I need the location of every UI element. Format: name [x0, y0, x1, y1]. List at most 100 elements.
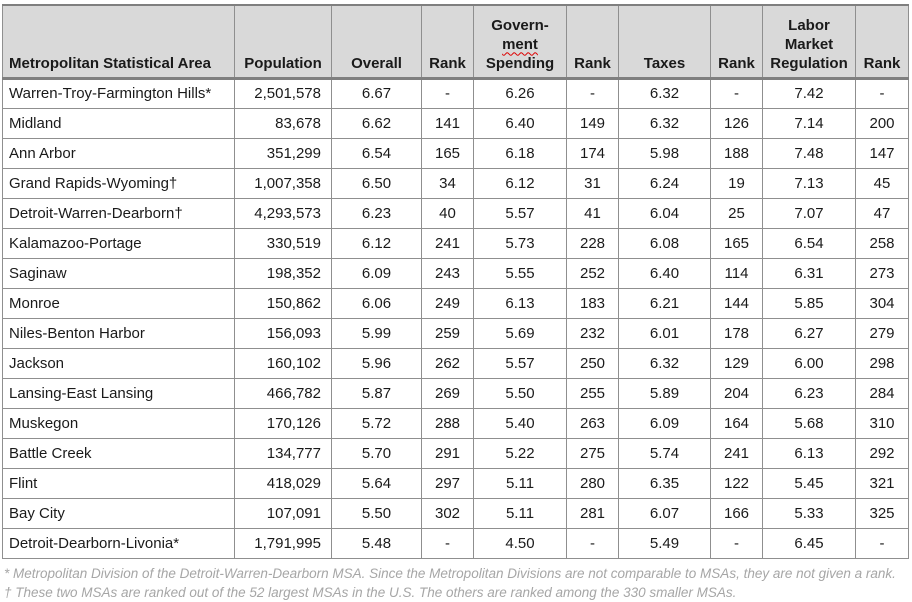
cell-overall-rank: 288: [421, 407, 474, 439]
cell-gov-spending-score: 6.40: [473, 107, 567, 139]
cell-gov-spending-score: 5.73: [473, 227, 567, 259]
cell-gov-spending-rank: 255: [566, 377, 619, 409]
cell-labor-regulation-rank: 147: [855, 137, 909, 169]
cell-taxes-score: 6.21: [618, 287, 711, 319]
cell-gov-spending-score: 5.69: [473, 317, 567, 349]
cell-gov-spending-score: 5.50: [473, 377, 567, 409]
cell-taxes-rank: -: [710, 77, 763, 109]
cell-taxes-score: 6.40: [618, 257, 711, 289]
cell-population: 330,519: [234, 227, 332, 259]
cell-gov-spending-score: 5.11: [473, 467, 567, 499]
table-row: Jackson 160,102 5.96 262 5.57 250 6.32 1…: [2, 347, 909, 379]
cell-labor-regulation-rank: 310: [855, 407, 909, 439]
cell-taxes-score: 6.35: [618, 467, 711, 499]
cell-labor-regulation-rank: 298: [855, 347, 909, 379]
cell-gov-spending-rank: 149: [566, 107, 619, 139]
cell-labor-regulation-rank: 284: [855, 377, 909, 409]
cell-labor-regulation-rank: 273: [855, 257, 909, 289]
cell-labor-regulation-score: 5.85: [762, 287, 856, 319]
cell-overall-rank: 165: [421, 137, 474, 169]
cell-taxes-score: 6.24: [618, 167, 711, 199]
col-header-labor-rank: Rank: [855, 4, 909, 80]
cell-population: 1,007,358: [234, 167, 332, 199]
cell-taxes-rank: 166: [710, 497, 763, 529]
table-row: Bay City 107,091 5.50 302 5.11 281 6.07 …: [2, 497, 909, 529]
cell-gov-spending-score: 5.22: [473, 437, 567, 469]
cell-taxes-rank: 241: [710, 437, 763, 469]
cell-overall-score: 5.48: [331, 527, 422, 559]
cell-gov-spending-score: 6.18: [473, 137, 567, 169]
cell-overall-rank: 262: [421, 347, 474, 379]
cell-gov-spending-rank: -: [566, 527, 619, 559]
cell-gov-spending-score: 5.40: [473, 407, 567, 439]
cell-overall-rank: 259: [421, 317, 474, 349]
cell-labor-regulation-score: 5.68: [762, 407, 856, 439]
cell-taxes-score: 5.49: [618, 527, 711, 559]
cell-gov-spending-rank: 280: [566, 467, 619, 499]
cell-gov-spending-rank: 31: [566, 167, 619, 199]
cell-labor-regulation-rank: 292: [855, 437, 909, 469]
cell-msa-name: Jackson: [2, 347, 235, 379]
cell-gov-spending-score: 6.26: [473, 77, 567, 109]
cell-msa-name: Muskegon: [2, 407, 235, 439]
table-row: Midland 83,678 6.62 141 6.40 149 6.32 12…: [2, 107, 909, 139]
cell-taxes-rank: 178: [710, 317, 763, 349]
table-header: Metropolitan Statistical Area Population…: [2, 4, 909, 80]
cell-msa-name: Kalamazoo-Portage: [2, 227, 235, 259]
cell-population: 4,293,573: [234, 197, 332, 229]
cell-population: 156,093: [234, 317, 332, 349]
cell-gov-spending-score: 5.11: [473, 497, 567, 529]
cell-overall-score: 6.62: [331, 107, 422, 139]
cell-population: 418,029: [234, 467, 332, 499]
cell-taxes-rank: 165: [710, 227, 763, 259]
footnote-dagger: † These two MSAs are ranked out of the 5…: [4, 584, 737, 600]
cell-labor-regulation-rank: 47: [855, 197, 909, 229]
table-row: Lansing-East Lansing 466,782 5.87 269 5.…: [2, 377, 909, 409]
cell-population: 83,678: [234, 107, 332, 139]
cell-labor-regulation-rank: -: [855, 77, 909, 109]
cell-taxes-score: 6.32: [618, 77, 711, 109]
table-row: Kalamazoo-Portage 330,519 6.12 241 5.73 …: [2, 227, 909, 259]
cell-gov-spending-rank: 232: [566, 317, 619, 349]
msa-rankings-table: Metropolitan Statistical Area Population…: [2, 4, 909, 559]
cell-population: 2,501,578: [234, 77, 332, 109]
cell-overall-score: 6.23: [331, 197, 422, 229]
cell-taxes-rank: 19: [710, 167, 763, 199]
cell-labor-regulation-score: 6.13: [762, 437, 856, 469]
table-row: Muskegon 170,126 5.72 288 5.40 263 6.09 …: [2, 407, 909, 439]
cell-gov-spending-rank: 174: [566, 137, 619, 169]
cell-overall-score: 6.67: [331, 77, 422, 109]
cell-taxes-rank: 114: [710, 257, 763, 289]
cell-taxes-score: 5.89: [618, 377, 711, 409]
cell-gov-spending-rank: -: [566, 77, 619, 109]
cell-msa-name: Monroe: [2, 287, 235, 319]
cell-msa-name: Ann Arbor: [2, 137, 235, 169]
cell-gov-spending-rank: 228: [566, 227, 619, 259]
cell-overall-score: 6.50: [331, 167, 422, 199]
cell-msa-name: Niles-Benton Harbor: [2, 317, 235, 349]
cell-overall-rank: 241: [421, 227, 474, 259]
cell-labor-regulation-score: 6.27: [762, 317, 856, 349]
cell-taxes-score: 6.09: [618, 407, 711, 439]
table-row: Flint 418,029 5.64 297 5.11 280 6.35 122…: [2, 467, 909, 499]
labor-header-line2: Market: [784, 35, 834, 53]
cell-taxes-score: 6.04: [618, 197, 711, 229]
cell-overall-rank: 34: [421, 167, 474, 199]
cell-labor-regulation-rank: 321: [855, 467, 909, 499]
cell-overall-rank: 302: [421, 497, 474, 529]
cell-gov-spending-score: 4.50: [473, 527, 567, 559]
cell-msa-name: Battle Creek: [2, 437, 235, 469]
cell-overall-rank: 291: [421, 437, 474, 469]
cell-taxes-rank: -: [710, 527, 763, 559]
cell-taxes-score: 6.08: [618, 227, 711, 259]
cell-population: 351,299: [234, 137, 332, 169]
cell-labor-regulation-score: 6.54: [762, 227, 856, 259]
cell-population: 134,777: [234, 437, 332, 469]
cell-labor-regulation-rank: 45: [855, 167, 909, 199]
cell-labor-regulation-rank: 258: [855, 227, 909, 259]
cell-msa-name: Detroit-Dearborn-Livonia*: [2, 527, 235, 559]
cell-taxes-rank: 126: [710, 107, 763, 139]
cell-labor-regulation-score: 7.42: [762, 77, 856, 109]
cell-labor-regulation-score: 6.23: [762, 377, 856, 409]
col-header-overall-rank: Rank: [421, 4, 474, 80]
